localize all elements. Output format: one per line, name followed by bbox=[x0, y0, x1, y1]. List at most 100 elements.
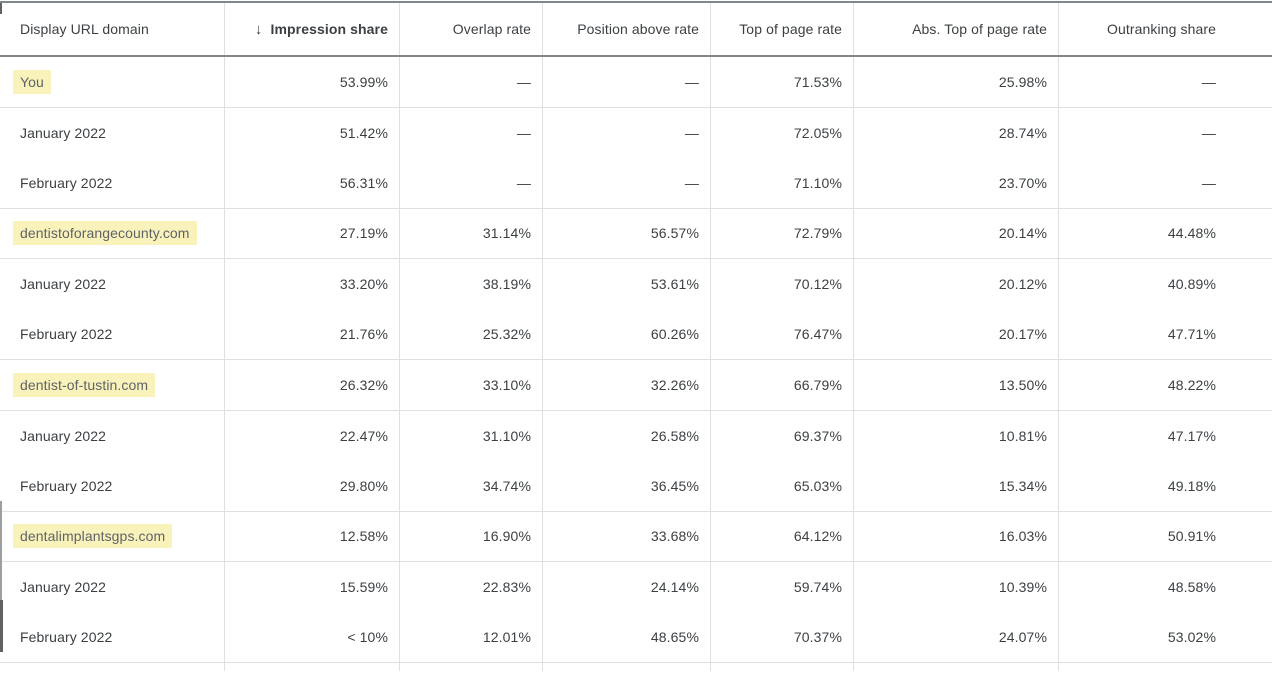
value-cell: 48.58% bbox=[1058, 562, 1272, 613]
value-cell: 72.79% bbox=[710, 208, 853, 258]
table-header-row: Display URL domain ↓ Impression share Ov… bbox=[0, 3, 1272, 57]
column-header-label: Impression share bbox=[270, 21, 388, 37]
sort-descending-icon[interactable]: ↓ bbox=[254, 20, 263, 38]
value-cell: 33.20% bbox=[224, 259, 399, 310]
table-row: You 53.99% — — 71.53% 25.98% — bbox=[0, 57, 1272, 108]
value-cell: 21.76% bbox=[224, 309, 399, 359]
value-cell: 38.19% bbox=[399, 259, 542, 310]
row-label: January 2022 bbox=[20, 427, 107, 444]
month-cell: February 2022 bbox=[0, 310, 224, 360]
left-scrollbar-thumb[interactable] bbox=[0, 600, 3, 652]
value-cell: 32.26% bbox=[542, 360, 710, 410]
table-row: January 2022 33.20% 38.19% 53.61% 70.12%… bbox=[0, 259, 1272, 310]
table-row: February 2022 29.80% 34.74% 36.45% 65.03… bbox=[0, 461, 1272, 512]
value-cell: 48.65% bbox=[542, 612, 710, 662]
row-label: February 2022 bbox=[20, 326, 113, 343]
column-header-label: Abs. Top of page rate bbox=[912, 21, 1047, 37]
value-cell: 71.53% bbox=[710, 57, 853, 107]
value-cell: 24.07% bbox=[853, 612, 1058, 662]
value-cell: 70.37% bbox=[710, 612, 853, 662]
highlighted-domain-label: dentalimplantsgps.com bbox=[13, 524, 173, 549]
value-cell: 28.74% bbox=[853, 107, 1058, 158]
value-cell: 12.58% bbox=[224, 511, 399, 561]
table-row: January 2022 15.59% 22.83% 24.14% 59.74%… bbox=[0, 562, 1272, 613]
column-header-display-url-domain[interactable]: Display URL domain bbox=[0, 3, 224, 55]
row-label: January 2022 bbox=[20, 124, 107, 141]
value-cell: 71.10% bbox=[710, 158, 853, 208]
domain-cell: dentist-of-tustin.com bbox=[0, 360, 224, 410]
value-cell: — bbox=[399, 158, 542, 208]
value-cell: 20.12% bbox=[853, 259, 1058, 310]
column-header-label: Position above rate bbox=[577, 21, 699, 37]
column-header-abs-top-of-page-rate[interactable]: Abs. Top of page rate bbox=[853, 3, 1058, 55]
value-cell: 53.61% bbox=[542, 259, 710, 310]
month-cell: February 2022 bbox=[0, 613, 224, 663]
value-cell: 70.12% bbox=[710, 259, 853, 310]
value-cell: 16.90% bbox=[399, 511, 542, 561]
table-body: You 53.99% — — 71.53% 25.98% — January 2… bbox=[0, 57, 1272, 663]
value-cell: 50.91% bbox=[1058, 511, 1272, 561]
value-cell: 29.80% bbox=[224, 461, 399, 511]
domain-cell: dentistoforangecounty.com bbox=[0, 209, 224, 259]
row-label: February 2022 bbox=[20, 477, 113, 494]
table-row: February 2022 < 10% 12.01% 48.65% 70.37%… bbox=[0, 612, 1272, 663]
value-cell: 23.70% bbox=[853, 158, 1058, 208]
table-row: dentalimplantsgps.com 12.58% 16.90% 33.6… bbox=[0, 511, 1272, 562]
value-cell: 25.32% bbox=[399, 309, 542, 359]
highlighted-domain-label: dentist-of-tustin.com bbox=[13, 372, 156, 397]
value-cell: 56.57% bbox=[542, 208, 710, 258]
month-cell: February 2022 bbox=[0, 158, 224, 208]
value-cell: 69.37% bbox=[710, 410, 853, 461]
value-cell: 33.68% bbox=[542, 511, 710, 561]
value-cell: — bbox=[1058, 107, 1272, 158]
month-cell: February 2022 bbox=[0, 461, 224, 511]
value-cell: 12.01% bbox=[399, 612, 542, 662]
table-row: February 2022 56.31% — — 71.10% 23.70% — bbox=[0, 158, 1272, 209]
table-row: January 2022 22.47% 31.10% 26.58% 69.37%… bbox=[0, 410, 1272, 462]
value-cell: 25.98% bbox=[853, 57, 1058, 107]
month-cell: January 2022 bbox=[0, 562, 224, 613]
left-scrollbar-track[interactable] bbox=[0, 501, 2, 652]
value-cell: 48.22% bbox=[1058, 360, 1272, 410]
value-cell: — bbox=[399, 107, 542, 158]
value-cell: 44.48% bbox=[1058, 208, 1272, 258]
value-cell: 22.83% bbox=[399, 562, 542, 613]
table-row: dentistoforangecounty.com 27.19% 31.14% … bbox=[0, 208, 1272, 259]
table-top-border bbox=[0, 1, 1272, 3]
column-header-label: Overlap rate bbox=[452, 21, 531, 37]
month-cell: January 2022 bbox=[0, 108, 224, 159]
domain-cell: dentalimplantsgps.com bbox=[0, 512, 224, 562]
month-cell: January 2022 bbox=[0, 411, 224, 462]
table-row: February 2022 21.76% 25.32% 60.26% 76.47… bbox=[0, 309, 1272, 360]
table-row: January 2022 51.42% — — 72.05% 28.74% — bbox=[0, 107, 1272, 159]
value-cell: 53.99% bbox=[224, 57, 399, 107]
value-cell: 22.47% bbox=[224, 410, 399, 461]
value-cell: 33.10% bbox=[399, 360, 542, 410]
row-label: February 2022 bbox=[20, 629, 113, 646]
value-cell: 49.18% bbox=[1058, 461, 1272, 511]
column-header-overlap-rate[interactable]: Overlap rate bbox=[399, 3, 542, 55]
value-cell: — bbox=[399, 57, 542, 107]
value-cell: — bbox=[542, 158, 710, 208]
row-label: January 2022 bbox=[20, 276, 107, 293]
column-header-impression-share[interactable]: ↓ Impression share bbox=[224, 3, 399, 55]
value-cell: 20.17% bbox=[853, 309, 1058, 359]
value-cell: 66.79% bbox=[710, 360, 853, 410]
domain-cell: You bbox=[0, 57, 224, 107]
value-cell: 20.14% bbox=[853, 208, 1058, 258]
column-header-label: Top of page rate bbox=[739, 21, 842, 37]
value-cell: 60.26% bbox=[542, 309, 710, 359]
column-header-position-above-rate[interactable]: Position above rate bbox=[542, 3, 710, 55]
value-cell: — bbox=[1058, 57, 1272, 107]
value-cell: 10.81% bbox=[853, 410, 1058, 461]
column-header-outranking-share[interactable]: Outranking share bbox=[1058, 3, 1272, 55]
value-cell: 51.42% bbox=[224, 107, 399, 158]
value-cell: 53.02% bbox=[1058, 612, 1272, 662]
month-cell: January 2022 bbox=[0, 259, 224, 310]
value-cell: — bbox=[542, 57, 710, 107]
value-cell: 40.89% bbox=[1058, 259, 1272, 310]
value-cell: — bbox=[1058, 158, 1272, 208]
column-header-top-of-page-rate[interactable]: Top of page rate bbox=[710, 3, 853, 55]
value-cell: 72.05% bbox=[710, 107, 853, 158]
column-header-label: Display URL domain bbox=[20, 21, 149, 37]
